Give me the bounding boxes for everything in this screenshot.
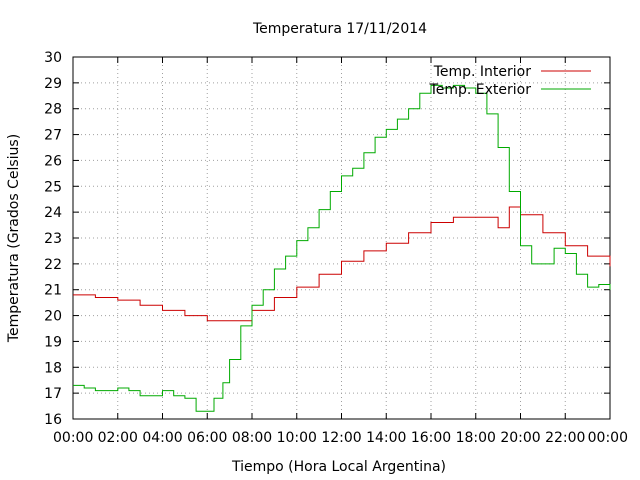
- series-lines: [73, 84, 611, 412]
- y-tick-label: 23: [44, 231, 62, 247]
- x-tick-label: 14:00: [366, 430, 406, 446]
- grid: [73, 57, 610, 419]
- y-tick-label: 26: [44, 153, 62, 169]
- x-tick-label: 16:00: [411, 430, 451, 446]
- series-line-1: [73, 84, 611, 412]
- legend-label-0: Temp. Interior: [433, 64, 532, 80]
- y-tick-label: 20: [44, 309, 62, 325]
- x-tick-label: 04:00: [142, 430, 182, 446]
- y-tick-label: 30: [44, 50, 62, 66]
- x-tick-label: 00:00: [588, 430, 628, 446]
- chart-title: Temperatura 17/11/2014: [252, 21, 427, 37]
- y-tick-label: 27: [44, 128, 62, 144]
- x-tick-label: 00:00: [53, 430, 93, 446]
- y-tick-label: 18: [44, 360, 62, 376]
- y-tick-label: 19: [44, 334, 62, 350]
- axes: [72, 56, 611, 420]
- y-tick-label: 22: [44, 257, 62, 273]
- y-tick-label: 16: [44, 412, 62, 428]
- x-tick-label: 18:00: [456, 430, 496, 446]
- x-tick-label: 22:00: [545, 430, 585, 446]
- y-tick-label: 28: [44, 102, 62, 118]
- legend-label-1: Temp. Exterior: [429, 82, 532, 98]
- y-tick-label: 25: [44, 179, 62, 195]
- x-axis-label: Tiempo (Hora Local Argentina): [231, 459, 446, 475]
- y-tick-label: 29: [44, 76, 62, 92]
- y-tick-label: 17: [44, 386, 62, 402]
- y-tick-label: 24: [44, 205, 62, 221]
- x-tick-label: 02:00: [98, 430, 138, 446]
- y-axis-label: Temperatura (Grados Celsius): [6, 134, 22, 343]
- x-tick-label: 06:00: [187, 430, 227, 446]
- x-tick-label: 08:00: [232, 430, 272, 446]
- legend: Temp. Interior Temp. Exterior: [429, 64, 591, 98]
- x-tick-label: 20:00: [500, 430, 540, 446]
- y-tick-label: 21: [44, 283, 62, 299]
- x-tick-label: 10:00: [277, 430, 317, 446]
- x-tick-label: 12:00: [321, 430, 361, 446]
- tick-labels: 16 17 18 19 20 21 22 23 24 25 26 27 28 29 30 00:00 02:00…: [44, 50, 628, 446]
